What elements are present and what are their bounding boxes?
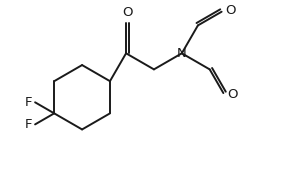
Text: N: N <box>177 47 187 60</box>
Text: F: F <box>25 96 33 109</box>
Text: O: O <box>122 6 133 19</box>
Text: O: O <box>227 88 238 101</box>
Text: F: F <box>25 118 33 131</box>
Text: O: O <box>226 4 236 17</box>
